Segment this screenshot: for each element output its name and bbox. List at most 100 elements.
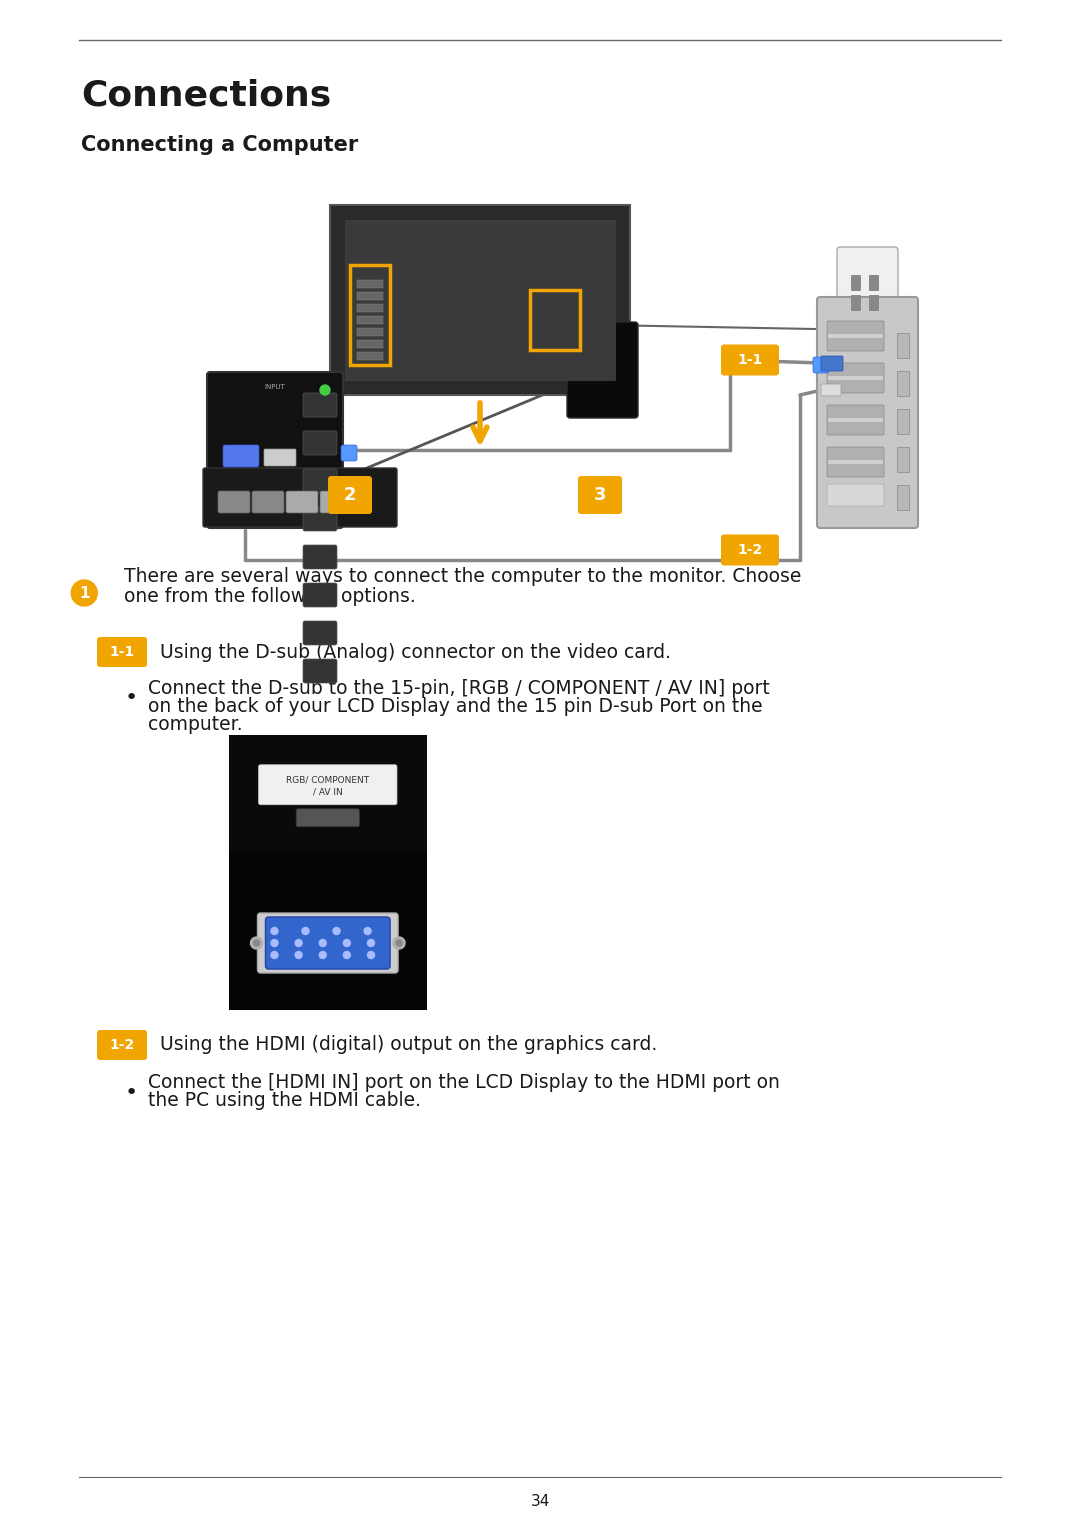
FancyBboxPatch shape <box>303 621 337 644</box>
FancyBboxPatch shape <box>821 383 841 395</box>
Text: 1-1: 1-1 <box>109 644 135 660</box>
FancyBboxPatch shape <box>357 316 383 324</box>
Text: Connections: Connections <box>81 78 332 111</box>
Text: •: • <box>124 689 137 709</box>
FancyBboxPatch shape <box>851 275 861 292</box>
FancyBboxPatch shape <box>567 322 638 418</box>
FancyBboxPatch shape <box>721 534 779 565</box>
Text: INPUT: INPUT <box>265 383 285 389</box>
FancyBboxPatch shape <box>303 545 337 570</box>
Text: on the back of your LCD Display and the 15 pin D-sub Port on the: on the back of your LCD Display and the … <box>148 696 762 716</box>
FancyBboxPatch shape <box>827 484 885 505</box>
Circle shape <box>367 951 375 959</box>
FancyBboxPatch shape <box>897 447 909 472</box>
Text: Using the HDMI (digital) output on the graphics card.: Using the HDMI (digital) output on the g… <box>160 1035 657 1055</box>
FancyBboxPatch shape <box>203 467 397 527</box>
FancyBboxPatch shape <box>813 357 829 373</box>
FancyBboxPatch shape <box>303 583 337 608</box>
FancyBboxPatch shape <box>303 507 337 531</box>
Circle shape <box>333 927 340 935</box>
Text: 2: 2 <box>343 486 356 504</box>
FancyBboxPatch shape <box>869 295 879 312</box>
FancyBboxPatch shape <box>357 279 383 289</box>
FancyBboxPatch shape <box>320 492 352 513</box>
Circle shape <box>343 951 350 959</box>
Text: 34: 34 <box>530 1495 550 1510</box>
Text: / AV IN: / AV IN <box>313 788 342 796</box>
FancyBboxPatch shape <box>828 460 883 464</box>
Circle shape <box>71 580 97 606</box>
Circle shape <box>320 939 326 947</box>
FancyBboxPatch shape <box>821 356 843 371</box>
FancyBboxPatch shape <box>229 851 427 1009</box>
FancyBboxPatch shape <box>303 431 337 455</box>
FancyBboxPatch shape <box>827 447 885 476</box>
FancyBboxPatch shape <box>328 476 372 515</box>
FancyBboxPatch shape <box>816 296 918 528</box>
Circle shape <box>251 938 262 948</box>
FancyBboxPatch shape <box>258 765 397 805</box>
FancyBboxPatch shape <box>303 469 337 493</box>
FancyBboxPatch shape <box>303 392 337 417</box>
FancyBboxPatch shape <box>341 444 357 461</box>
FancyBboxPatch shape <box>266 918 390 970</box>
FancyBboxPatch shape <box>828 376 883 380</box>
FancyBboxPatch shape <box>357 341 383 348</box>
Circle shape <box>271 927 278 935</box>
FancyBboxPatch shape <box>578 476 622 515</box>
Circle shape <box>295 951 302 959</box>
Text: 1: 1 <box>79 585 90 600</box>
Circle shape <box>320 951 326 959</box>
Text: 3: 3 <box>594 486 606 504</box>
FancyBboxPatch shape <box>97 637 147 667</box>
Text: computer.: computer. <box>148 715 243 733</box>
Text: Using the D-sub (Analog) connector on the video card.: Using the D-sub (Analog) connector on th… <box>160 643 671 661</box>
Text: •: • <box>124 1083 137 1102</box>
FancyBboxPatch shape <box>345 220 615 380</box>
FancyBboxPatch shape <box>207 373 343 528</box>
Circle shape <box>396 941 402 947</box>
Text: Connect the [HDMI IN] port on the LCD Display to the HDMI port on: Connect the [HDMI IN] port on the LCD Di… <box>148 1073 780 1092</box>
FancyBboxPatch shape <box>897 371 909 395</box>
FancyBboxPatch shape <box>851 295 861 312</box>
Text: RGB/ COMPONENT: RGB/ COMPONENT <box>286 776 369 785</box>
Circle shape <box>364 927 372 935</box>
FancyBboxPatch shape <box>897 333 909 357</box>
Text: 1-2: 1-2 <box>738 544 762 557</box>
FancyBboxPatch shape <box>828 418 883 421</box>
FancyBboxPatch shape <box>827 405 885 435</box>
Circle shape <box>295 939 302 947</box>
FancyBboxPatch shape <box>828 334 883 337</box>
FancyBboxPatch shape <box>827 321 885 351</box>
FancyBboxPatch shape <box>357 328 383 336</box>
FancyBboxPatch shape <box>330 205 630 395</box>
Text: 1-2: 1-2 <box>109 1038 135 1052</box>
Circle shape <box>320 385 330 395</box>
Text: Connecting a Computer: Connecting a Computer <box>81 134 359 156</box>
FancyBboxPatch shape <box>357 292 383 299</box>
FancyBboxPatch shape <box>296 809 360 826</box>
FancyBboxPatch shape <box>222 444 259 467</box>
FancyBboxPatch shape <box>218 492 249 513</box>
Circle shape <box>271 951 278 959</box>
FancyBboxPatch shape <box>357 353 383 360</box>
Circle shape <box>343 939 350 947</box>
FancyBboxPatch shape <box>897 486 909 510</box>
Text: Connect the D-sub to the 15-pin, [RGB / COMPONENT / AV IN] port: Connect the D-sub to the 15-pin, [RGB / … <box>148 678 770 698</box>
FancyBboxPatch shape <box>303 660 337 683</box>
Text: one from the following options.: one from the following options. <box>124 586 416 606</box>
FancyBboxPatch shape <box>229 734 427 851</box>
FancyBboxPatch shape <box>97 1031 147 1060</box>
Text: There are several ways to connect the computer to the monitor. Choose: There are several ways to connect the co… <box>124 567 801 586</box>
Circle shape <box>271 939 278 947</box>
Text: the PC using the HDMI cable.: the PC using the HDMI cable. <box>148 1092 421 1110</box>
FancyBboxPatch shape <box>264 449 296 466</box>
Text: 1-1: 1-1 <box>738 353 762 366</box>
FancyBboxPatch shape <box>257 913 399 973</box>
FancyBboxPatch shape <box>286 492 318 513</box>
Circle shape <box>302 927 309 935</box>
FancyBboxPatch shape <box>897 409 909 434</box>
FancyBboxPatch shape <box>357 304 383 312</box>
Circle shape <box>367 939 375 947</box>
FancyBboxPatch shape <box>721 345 779 376</box>
